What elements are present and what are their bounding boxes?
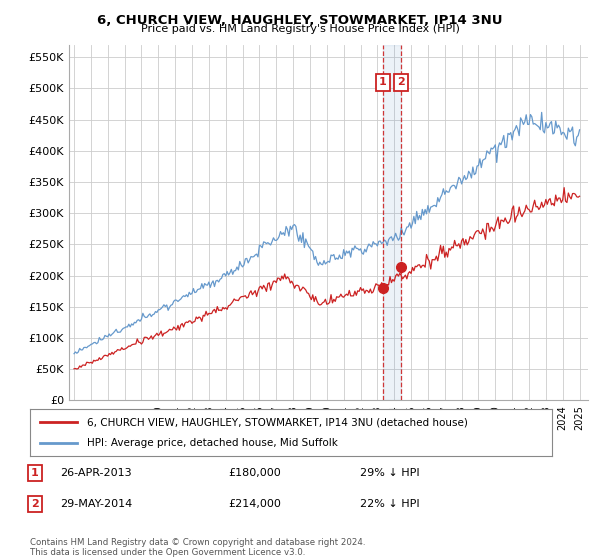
Text: 6, CHURCH VIEW, HAUGHLEY, STOWMARKET, IP14 3NU (detached house): 6, CHURCH VIEW, HAUGHLEY, STOWMARKET, IP… <box>88 417 468 427</box>
Text: 2: 2 <box>397 77 405 87</box>
Text: 1: 1 <box>31 468 38 478</box>
Text: Price paid vs. HM Land Registry's House Price Index (HPI): Price paid vs. HM Land Registry's House … <box>140 24 460 34</box>
Text: 1: 1 <box>379 77 386 87</box>
Text: 6, CHURCH VIEW, HAUGHLEY, STOWMARKET, IP14 3NU: 6, CHURCH VIEW, HAUGHLEY, STOWMARKET, IP… <box>97 14 503 27</box>
Text: 29% ↓ HPI: 29% ↓ HPI <box>360 468 419 478</box>
Text: Contains HM Land Registry data © Crown copyright and database right 2024.
This d: Contains HM Land Registry data © Crown c… <box>30 538 365 557</box>
Text: HPI: Average price, detached house, Mid Suffolk: HPI: Average price, detached house, Mid … <box>88 438 338 448</box>
Text: 29-MAY-2014: 29-MAY-2014 <box>60 499 132 509</box>
Bar <box>383 45 401 400</box>
Text: 2: 2 <box>31 499 38 509</box>
Text: 26-APR-2013: 26-APR-2013 <box>60 468 131 478</box>
Text: 22% ↓ HPI: 22% ↓ HPI <box>360 499 419 509</box>
Text: £180,000: £180,000 <box>228 468 281 478</box>
Text: £214,000: £214,000 <box>228 499 281 509</box>
